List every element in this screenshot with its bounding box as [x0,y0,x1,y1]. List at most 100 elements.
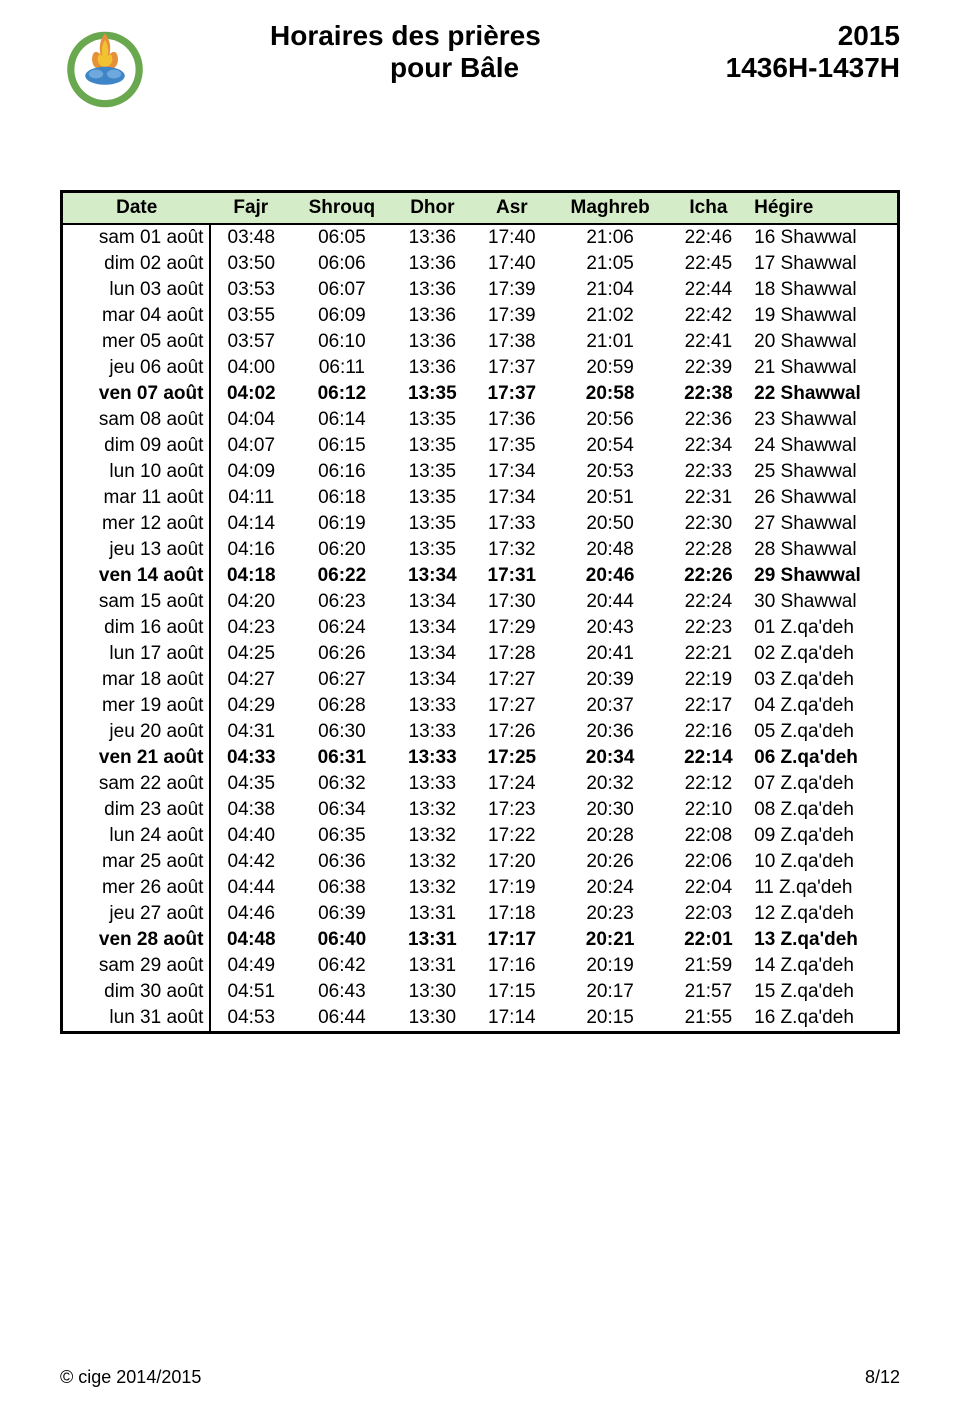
cell: 22:34 [669,433,748,459]
cell: mar 11 août [62,485,211,511]
cell: mer 12 août [62,511,211,537]
cell: 04:31 [210,719,291,745]
cell: 20:59 [552,355,669,381]
col-icha: Icha [669,192,748,225]
cell: jeu 13 août [62,537,211,563]
cell: 13:34 [393,641,472,667]
cell: jeu 20 août [62,719,211,745]
cell: dim 23 août [62,797,211,823]
table-row: mar 18 août04:2706:2713:3417:2720:3922:1… [62,667,899,693]
cell: 20:19 [552,953,669,979]
cell: 04:02 [210,381,291,407]
cell: 20:23 [552,901,669,927]
cell: 13:36 [393,329,472,355]
cell: 22:41 [669,329,748,355]
cell: 13:34 [393,589,472,615]
cell: 22:33 [669,459,748,485]
cell: 20:54 [552,433,669,459]
cell: 06:28 [291,693,392,719]
cell: 22:45 [669,251,748,277]
table-row: lun 31 août04:5306:4413:3017:1420:1521:5… [62,1005,899,1033]
cell: 04:25 [210,641,291,667]
cell: dim 16 août [62,615,211,641]
cell: 17:36 [472,407,551,433]
table-row: sam 22 août04:3506:3213:3317:2420:3222:1… [62,771,899,797]
copyright: © cige 2014/2015 [60,1367,201,1388]
table-row: mer 05 août03:5706:1013:3617:3821:0122:4… [62,329,899,355]
cell: 04:07 [210,433,291,459]
cell: 06:10 [291,329,392,355]
col-fajr: Fajr [210,192,291,225]
page-header: Horaires des prières 2015 pour Bâle 1436… [60,20,900,110]
cell: 03:55 [210,303,291,329]
cell: 06:23 [291,589,392,615]
cell: 20:24 [552,875,669,901]
table-row: lun 03 août03:5306:0713:3617:3921:0422:4… [62,277,899,303]
cell: 06:44 [291,1005,392,1033]
cell: 04:42 [210,849,291,875]
cell: lun 17 août [62,641,211,667]
cell: 21:05 [552,251,669,277]
cell: 20:26 [552,849,669,875]
cell: 05 Z.qa'deh [748,719,898,745]
cell: 17:31 [472,563,551,589]
cell: jeu 27 août [62,901,211,927]
cell: mer 05 août [62,329,211,355]
logo [60,20,150,110]
cell: 17:38 [472,329,551,355]
col-hégire: Hégire [748,192,898,225]
cell: 10 Z.qa'deh [748,849,898,875]
cell: 04:44 [210,875,291,901]
cell: 17:39 [472,277,551,303]
title-main: Horaires des prières [270,20,541,52]
table-row: sam 29 août04:4906:4213:3117:1620:1921:5… [62,953,899,979]
cell: 13:35 [393,381,472,407]
cell: 20:17 [552,979,669,1005]
cell: 03 Z.qa'deh [748,667,898,693]
table-row: ven 14 août04:1806:2213:3417:3120:4622:2… [62,563,899,589]
cell: 13:31 [393,901,472,927]
cell: 20:32 [552,771,669,797]
cell: 04:51 [210,979,291,1005]
cell: 22:03 [669,901,748,927]
cell: 01 Z.qa'deh [748,615,898,641]
table-row: mar 04 août03:5506:0913:3617:3921:0222:4… [62,303,899,329]
cell: 06:26 [291,641,392,667]
cell: 20:43 [552,615,669,641]
cell: 17:27 [472,667,551,693]
cell: 22:01 [669,927,748,953]
cell: 09 Z.qa'deh [748,823,898,849]
cell: 17:25 [472,745,551,771]
cell: sam 01 août [62,224,211,251]
cell: 13:31 [393,953,472,979]
cell: 22:42 [669,303,748,329]
cell: sam 08 août [62,407,211,433]
cell: 06:20 [291,537,392,563]
cell: 13:35 [393,459,472,485]
cell: 18 Shawwal [748,277,898,303]
cell: 04:46 [210,901,291,927]
cell: 30 Shawwal [748,589,898,615]
cell: 14 Z.qa'deh [748,953,898,979]
cell: 21:59 [669,953,748,979]
cell: 17:18 [472,901,551,927]
cell: 22:17 [669,693,748,719]
cell: 17:22 [472,823,551,849]
cell: 17:24 [472,771,551,797]
cell: 13:32 [393,823,472,849]
cell: 17:14 [472,1005,551,1033]
cell: 21:57 [669,979,748,1005]
cell: 04:48 [210,927,291,953]
cell: mar 04 août [62,303,211,329]
cell: 28 Shawwal [748,537,898,563]
cell: lun 10 août [62,459,211,485]
cell: 06:34 [291,797,392,823]
cell: 06:31 [291,745,392,771]
cell: jeu 06 août [62,355,211,381]
cell: 17:17 [472,927,551,953]
cell: 22:31 [669,485,748,511]
cell: 04 Z.qa'deh [748,693,898,719]
cell: 16 Shawwal [748,224,898,251]
cell: 20:56 [552,407,669,433]
table-row: jeu 06 août04:0006:1113:3617:3720:5922:3… [62,355,899,381]
